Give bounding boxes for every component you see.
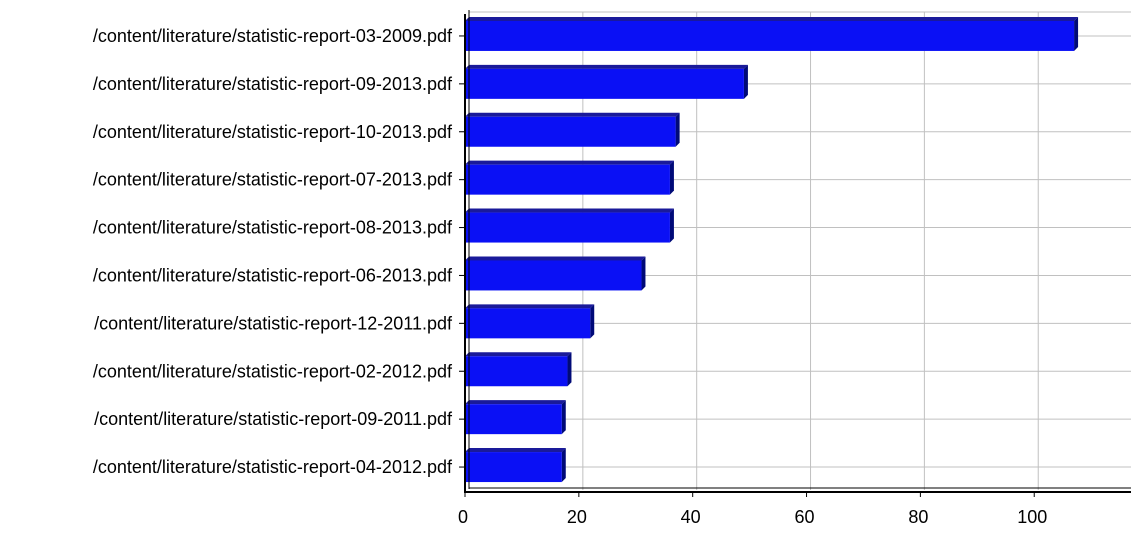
bar-front-face — [465, 260, 642, 291]
bar-top-face — [465, 400, 566, 405]
bar-top-face — [465, 112, 680, 117]
bar-side-face — [567, 352, 572, 387]
bar-side-face — [561, 448, 566, 483]
bar — [465, 400, 566, 435]
x-tick-label: 0 — [458, 507, 468, 527]
y-tick-label: /content/literature/statistic-report-06-… — [93, 265, 453, 285]
bar — [465, 160, 674, 195]
labels-layer: 0 20 40 60 80 100/content/literature/statisti… — [93, 26, 1047, 527]
bar-top-face — [465, 16, 1079, 21]
y-tick-label: /content/literature/statistic-report-10-… — [93, 122, 453, 142]
bar-side-face — [669, 208, 674, 243]
bar-front-face — [465, 356, 568, 387]
bar — [465, 304, 595, 339]
bar-top-face — [465, 160, 674, 165]
bar-front-face — [465, 404, 562, 435]
bar-front-face — [465, 212, 670, 243]
bar — [465, 256, 646, 291]
bar-front-face — [465, 116, 676, 147]
y-tick-label: /content/literature/statistic-report-04-… — [93, 457, 453, 477]
bar — [465, 64, 748, 99]
axis-layer — [459, 10, 1131, 497]
bar-top-face — [465, 256, 646, 261]
bar-top-face — [465, 208, 674, 213]
y-tick-label: /content/literature/statistic-report-09-… — [93, 74, 453, 94]
bar-side-face — [743, 64, 748, 99]
bar — [465, 112, 680, 147]
bar — [465, 352, 572, 387]
bar-top-face — [465, 448, 566, 453]
y-tick-label: /content/literature/statistic-report-02-… — [93, 361, 453, 381]
y-tick-label: /content/literature/statistic-report-07-… — [93, 170, 453, 190]
bar-top-face — [465, 352, 572, 357]
bars-layer — [465, 16, 1079, 483]
bar-side-face — [590, 304, 595, 339]
bar-top-face — [465, 64, 748, 69]
bar-side-face — [669, 160, 674, 195]
bar-side-face — [1074, 16, 1079, 51]
bar-front-face — [465, 68, 744, 99]
y-tick-label: /content/literature/statistic-report-09-… — [94, 409, 453, 429]
bar — [465, 448, 566, 483]
y-tick-label: /content/literature/statistic-report-03-… — [93, 26, 453, 46]
bar-front-face — [465, 308, 591, 339]
bar-side-face — [675, 112, 680, 147]
x-tick-label: 60 — [795, 507, 815, 527]
bar-side-face — [561, 400, 566, 435]
y-tick-label: /content/literature/statistic-report-08-… — [93, 218, 453, 238]
bar-front-face — [465, 20, 1075, 51]
x-tick-label: 20 — [567, 507, 587, 527]
x-tick-label: 100 — [1017, 507, 1047, 527]
bar-front-face — [465, 164, 670, 195]
y-tick-label: /content/literature/statistic-report-12-… — [94, 313, 453, 333]
bar-front-face — [465, 452, 562, 483]
x-tick-label: 40 — [681, 507, 701, 527]
bar-top-face — [465, 304, 595, 309]
bar — [465, 16, 1079, 51]
x-tick-label: 80 — [908, 507, 928, 527]
bar — [465, 208, 674, 243]
bar-side-face — [641, 256, 646, 291]
